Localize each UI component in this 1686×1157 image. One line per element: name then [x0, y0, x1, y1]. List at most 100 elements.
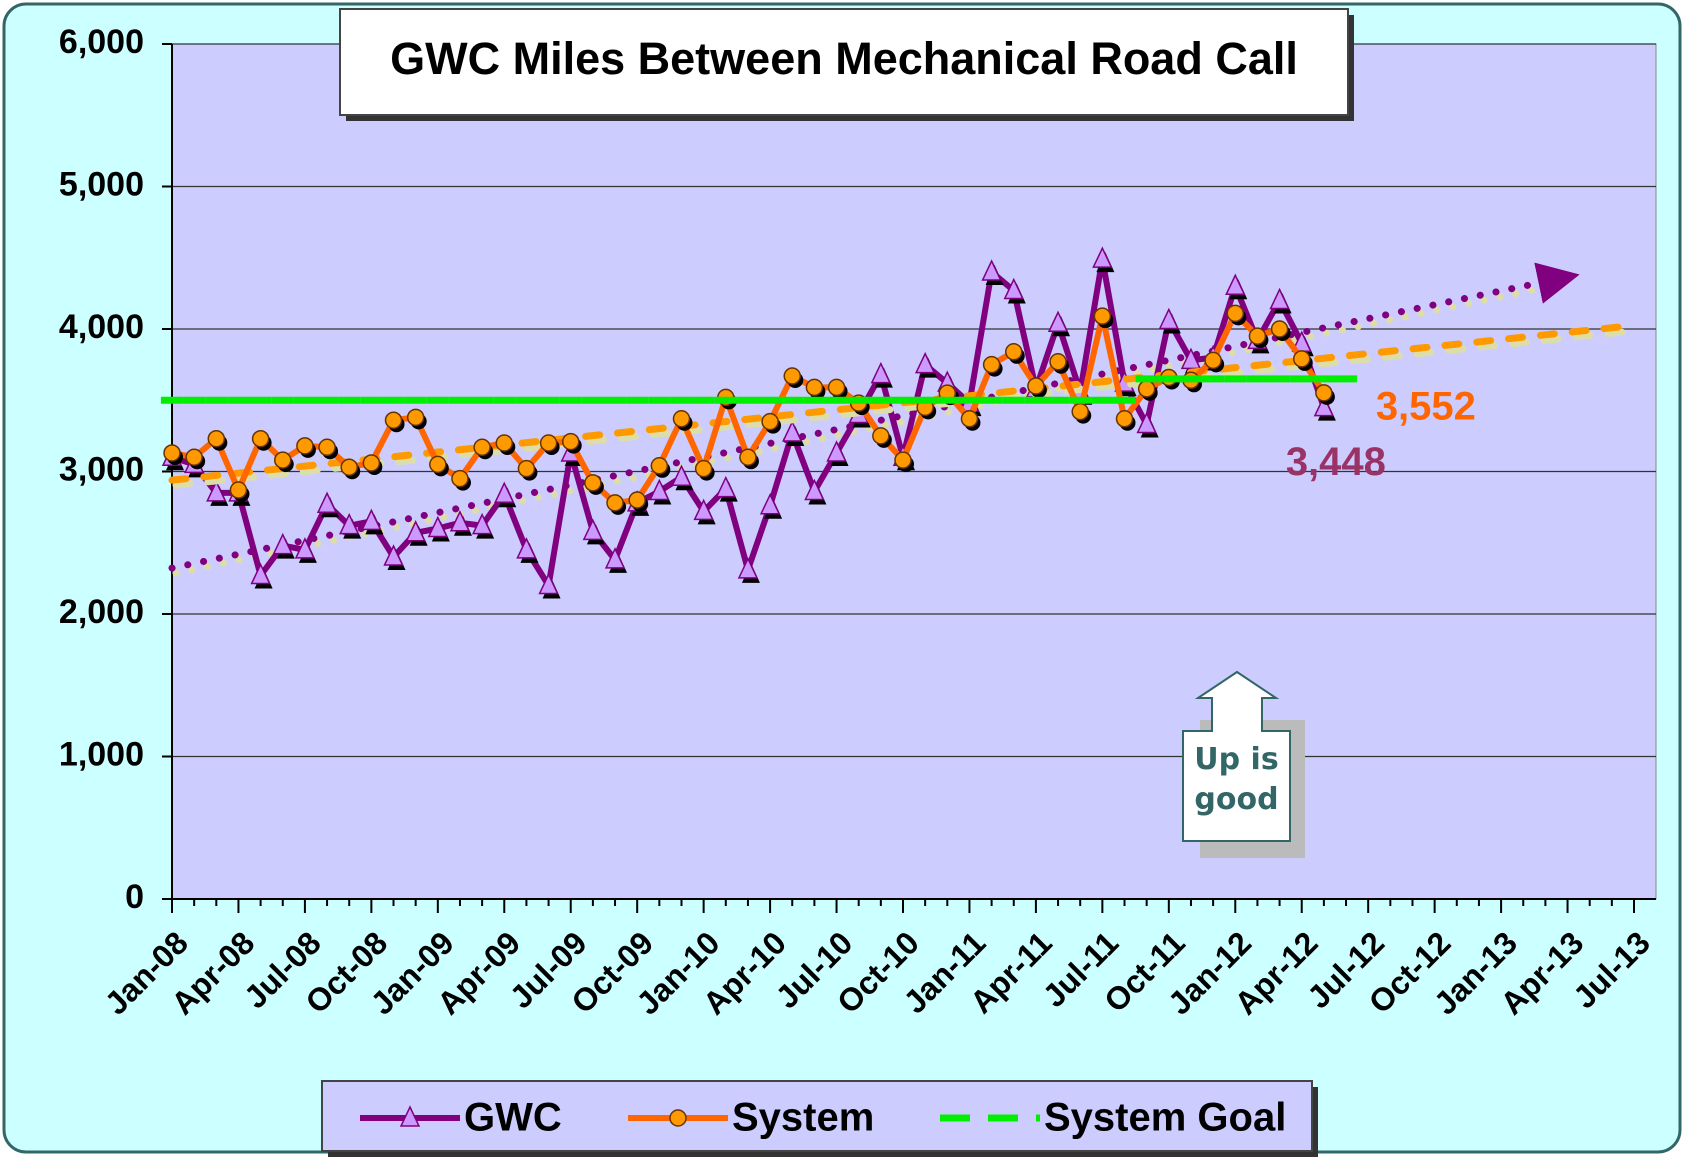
- marker: [739, 448, 757, 466]
- marker: [206, 480, 227, 502]
- marker: [362, 454, 381, 472]
- marker: [1071, 402, 1089, 421]
- marker: [1136, 411, 1157, 434]
- marker: [517, 459, 536, 478]
- legend: [321, 1080, 1313, 1152]
- marker: [294, 537, 316, 559]
- marker: [361, 508, 382, 531]
- marker: [1047, 310, 1069, 333]
- marker: [1180, 347, 1202, 370]
- marker: [870, 361, 892, 384]
- legend-marker: [399, 1105, 421, 1127]
- marker: [1027, 377, 1045, 395]
- marker: [473, 438, 491, 457]
- marker: [1115, 410, 1134, 428]
- marker: [1270, 320, 1289, 338]
- marker: [1092, 246, 1113, 268]
- marker: [384, 411, 403, 429]
- marker: [318, 438, 336, 457]
- marker: [671, 464, 692, 486]
- legend-label: System Goal: [1044, 1096, 1286, 1140]
- y-tick-label: 6,000: [59, 23, 144, 61]
- marker: [185, 448, 203, 466]
- marker: [606, 494, 624, 512]
- marker: [274, 451, 292, 469]
- marker: [406, 408, 425, 427]
- marker: [250, 562, 271, 585]
- legend-label: System: [732, 1096, 874, 1140]
- marker: [340, 458, 358, 476]
- marker: [782, 420, 803, 442]
- marker: [471, 512, 493, 535]
- marker: [914, 351, 936, 374]
- marker: [495, 434, 514, 452]
- legend-label: GWC: [464, 1096, 562, 1140]
- marker: [694, 459, 713, 478]
- marker: [1204, 351, 1222, 370]
- title-box: [339, 8, 1349, 116]
- marker: [494, 481, 515, 504]
- value-label: 3,448: [1286, 440, 1386, 484]
- callout: [1182, 670, 1291, 842]
- marker: [1269, 287, 1290, 310]
- marker: [1137, 380, 1156, 398]
- y-tick-label: 2,000: [59, 593, 144, 631]
- marker: [449, 510, 471, 532]
- marker: [894, 451, 912, 469]
- legend-marker: [669, 1109, 687, 1127]
- marker: [761, 412, 779, 431]
- marker: [296, 437, 314, 455]
- marker: [1248, 327, 1267, 345]
- marker: [982, 355, 1001, 374]
- marker: [229, 481, 248, 499]
- marker: [960, 410, 979, 428]
- marker: [1093, 307, 1112, 325]
- marker: [628, 491, 646, 509]
- marker: [1315, 384, 1333, 402]
- marker: [1226, 304, 1245, 323]
- marker: [339, 512, 360, 535]
- marker: [650, 457, 669, 475]
- trendline-shadow: [172, 326, 1642, 489]
- marker: [872, 427, 890, 445]
- marker: [1003, 277, 1024, 300]
- chart-title: GWC Miles Between Mechanical Road Call: [390, 33, 1298, 84]
- marker: [1313, 394, 1335, 417]
- marker: [1005, 343, 1023, 361]
- marker: [604, 547, 626, 569]
- marker: [316, 491, 338, 514]
- marker: [1225, 273, 1246, 295]
- marker: [584, 474, 602, 492]
- marker: [715, 475, 736, 498]
- marker: [827, 378, 846, 397]
- marker: [207, 429, 226, 448]
- marker: [251, 429, 270, 448]
- marker: [429, 455, 447, 474]
- marker: [539, 434, 558, 452]
- y-tick-label: 4,000: [59, 308, 144, 346]
- marker: [1158, 307, 1180, 330]
- marker: [538, 572, 559, 595]
- y-tick-label: 5,000: [59, 165, 144, 203]
- marker: [163, 444, 181, 462]
- marker: [561, 432, 580, 451]
- value-label: 3,552: [1376, 384, 1476, 428]
- marker: [737, 557, 759, 579]
- marker: [693, 498, 714, 521]
- marker: [451, 469, 469, 488]
- marker: [805, 378, 824, 397]
- callout-box: Up is good: [1194, 742, 1279, 817]
- marker: [672, 410, 691, 428]
- marker: [383, 544, 404, 566]
- marker: [427, 515, 449, 538]
- marker: [405, 520, 426, 542]
- marker: [272, 532, 293, 555]
- marker: [1049, 353, 1067, 371]
- marker: [759, 492, 781, 515]
- marker: [516, 537, 537, 559]
- marker: [981, 259, 1002, 281]
- callout-text: Up is good: [1194, 742, 1279, 817]
- marker: [1292, 350, 1311, 368]
- marker: [783, 367, 801, 385]
